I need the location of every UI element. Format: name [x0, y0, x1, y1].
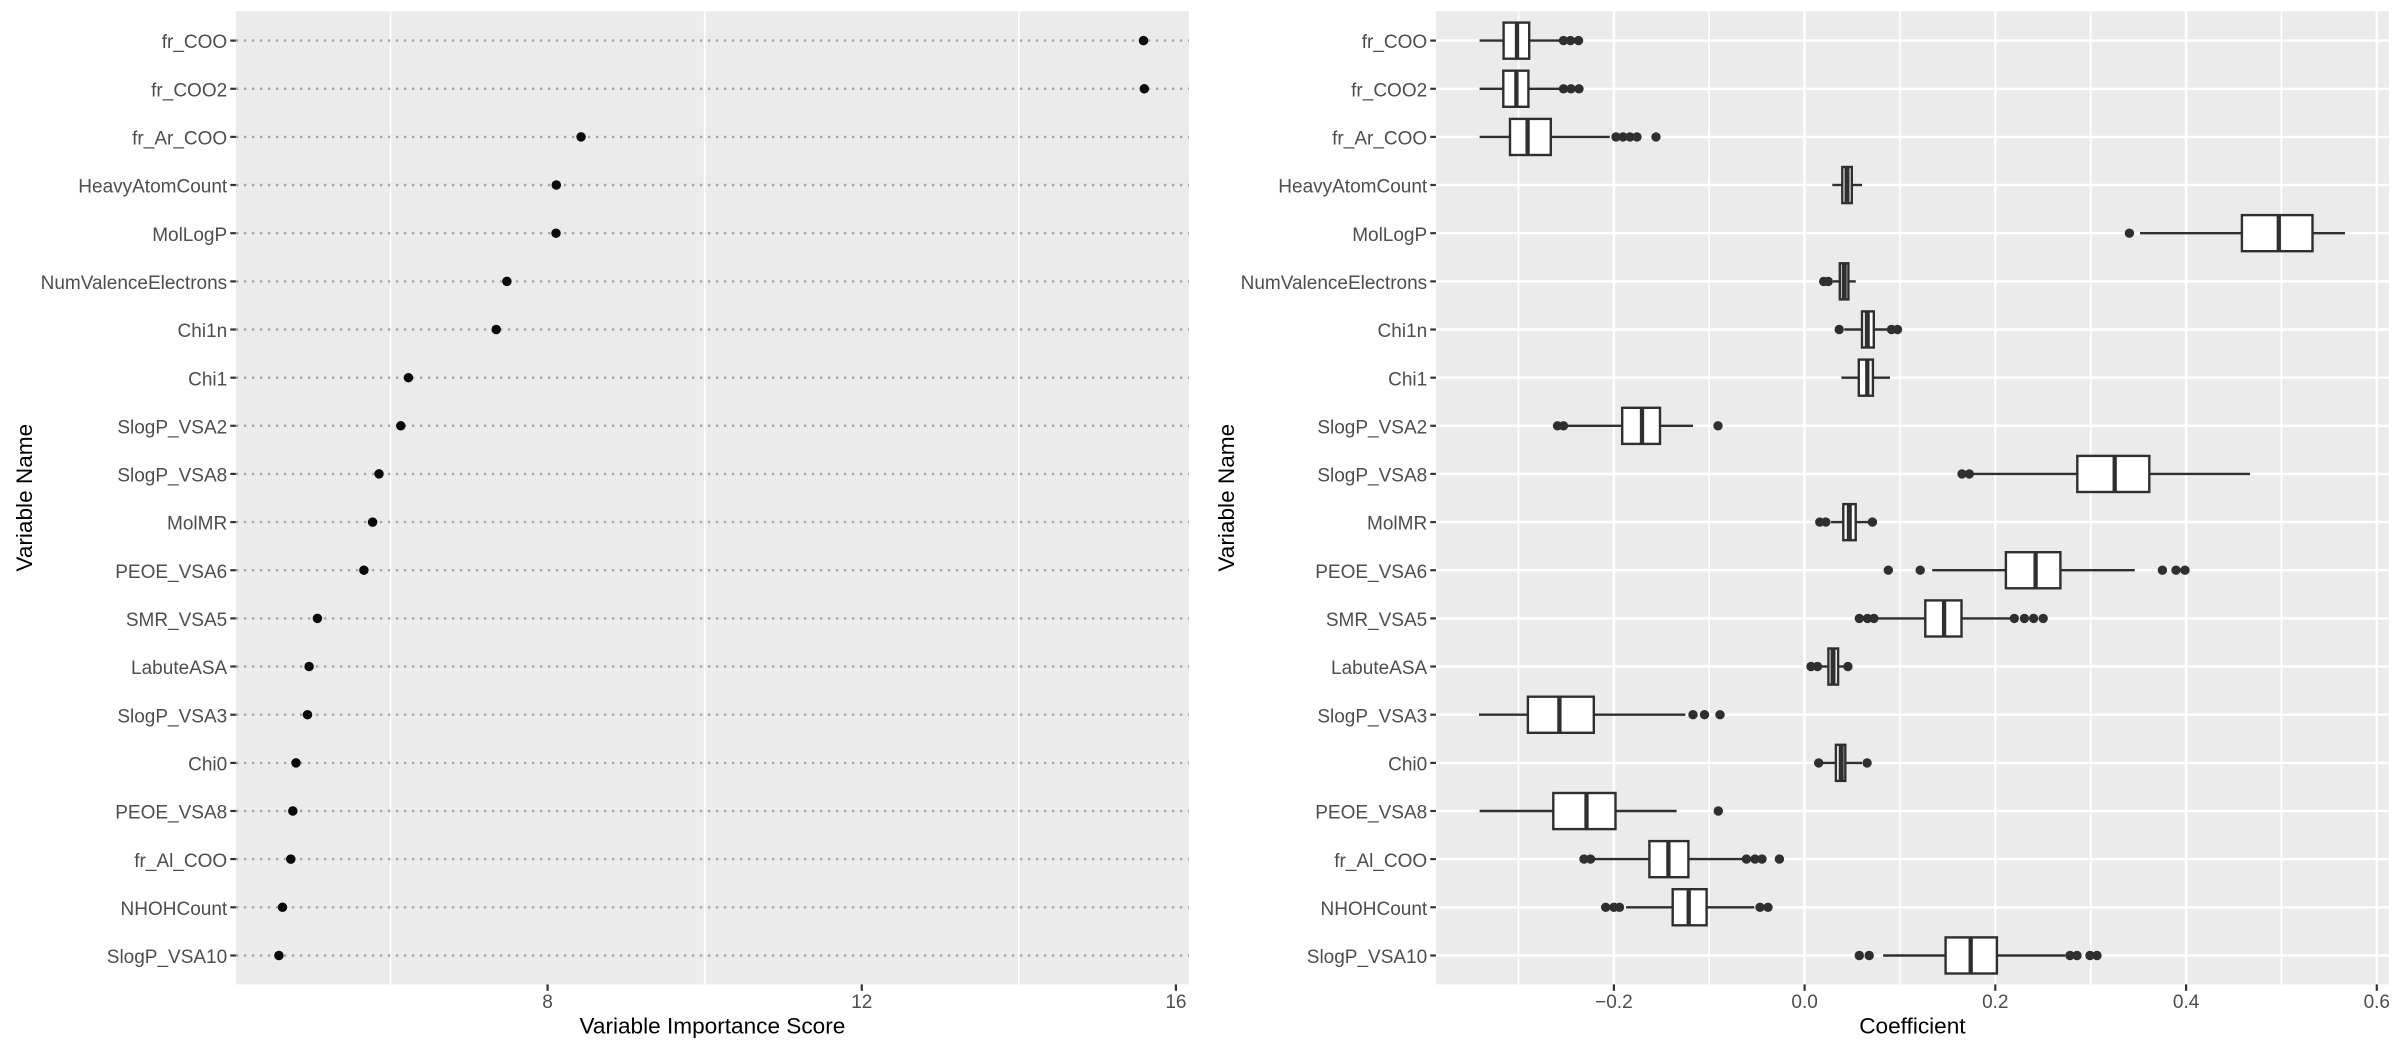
svg-text:SlogP_VSA2: SlogP_VSA2: [117, 417, 227, 438]
svg-text:Chi0: Chi0: [188, 755, 227, 776]
svg-text:HeavyAtomCount: HeavyAtomCount: [78, 177, 228, 198]
svg-text:fr_COO2: fr_COO2: [1351, 80, 1427, 101]
svg-text:0.6: 0.6: [2364, 992, 2390, 1013]
svg-text:SlogP_VSA10: SlogP_VSA10: [1307, 947, 1427, 968]
svg-text:fr_COO: fr_COO: [162, 32, 227, 53]
svg-text:SlogP_VSA10: SlogP_VSA10: [107, 947, 227, 968]
svg-text:Variable Name: Variable Name: [12, 424, 37, 572]
svg-text:Variable Importance Score: Variable Importance Score: [579, 1014, 845, 1039]
svg-text:Chi1n: Chi1n: [1378, 321, 1428, 342]
svg-text:16: 16: [1165, 992, 1186, 1013]
svg-text:Chi0: Chi0: [1388, 755, 1427, 776]
svg-text:PEOE_VSA6: PEOE_VSA6: [115, 562, 227, 583]
svg-text:NumValenceElectrons: NumValenceElectrons: [1241, 273, 1428, 294]
svg-text:NHOHCount: NHOHCount: [1321, 899, 1428, 920]
svg-text:Chi1n: Chi1n: [178, 321, 228, 342]
svg-text:LabuteASA: LabuteASA: [1331, 658, 1427, 679]
svg-text:SlogP_VSA3: SlogP_VSA3: [1317, 706, 1427, 727]
svg-text:SlogP_VSA8: SlogP_VSA8: [117, 466, 227, 487]
svg-text:PEOE_VSA6: PEOE_VSA6: [1315, 562, 1427, 583]
svg-text:PEOE_VSA8: PEOE_VSA8: [1315, 803, 1427, 824]
svg-text:12: 12: [851, 992, 872, 1013]
svg-text:MolMR: MolMR: [1367, 514, 1427, 535]
svg-text:fr_COO: fr_COO: [1362, 32, 1427, 53]
svg-text:Chi1: Chi1: [1388, 369, 1427, 390]
svg-text:MolLogP: MolLogP: [152, 225, 227, 246]
svg-text:LabuteASA: LabuteASA: [131, 658, 227, 679]
svg-text:HeavyAtomCount: HeavyAtomCount: [1278, 177, 1428, 198]
svg-text:fr_Al_COO: fr_Al_COO: [1334, 851, 1427, 872]
svg-text:Coefficient: Coefficient: [1859, 1014, 1966, 1039]
svg-text:SMR_VSA5: SMR_VSA5: [1326, 610, 1427, 631]
svg-text:8: 8: [542, 992, 553, 1013]
svg-text:Variable Name: Variable Name: [1214, 424, 1239, 572]
svg-text:0.4: 0.4: [2173, 992, 2200, 1013]
svg-text:SlogP_VSA8: SlogP_VSA8: [1317, 466, 1427, 487]
svg-text:fr_Ar_COO: fr_Ar_COO: [132, 129, 227, 150]
svg-text:fr_Ar_COO: fr_Ar_COO: [1332, 129, 1427, 150]
svg-text:SlogP_VSA3: SlogP_VSA3: [117, 706, 227, 727]
svg-text:fr_COO2: fr_COO2: [151, 80, 227, 101]
svg-text:PEOE_VSA8: PEOE_VSA8: [115, 803, 227, 824]
svg-text:MolLogP: MolLogP: [1352, 225, 1427, 246]
svg-text:MolMR: MolMR: [167, 514, 227, 535]
svg-text:0.0: 0.0: [1791, 992, 1817, 1013]
svg-text:−0.2: −0.2: [1595, 992, 1633, 1013]
svg-text:NumValenceElectrons: NumValenceElectrons: [41, 273, 228, 294]
svg-text:SMR_VSA5: SMR_VSA5: [126, 610, 227, 631]
svg-text:fr_Al_COO: fr_Al_COO: [134, 851, 227, 872]
svg-text:0.2: 0.2: [1982, 992, 2008, 1013]
svg-text:NHOHCount: NHOHCount: [121, 899, 228, 920]
svg-text:Chi1: Chi1: [188, 369, 227, 390]
svg-text:SlogP_VSA2: SlogP_VSA2: [1317, 417, 1427, 438]
